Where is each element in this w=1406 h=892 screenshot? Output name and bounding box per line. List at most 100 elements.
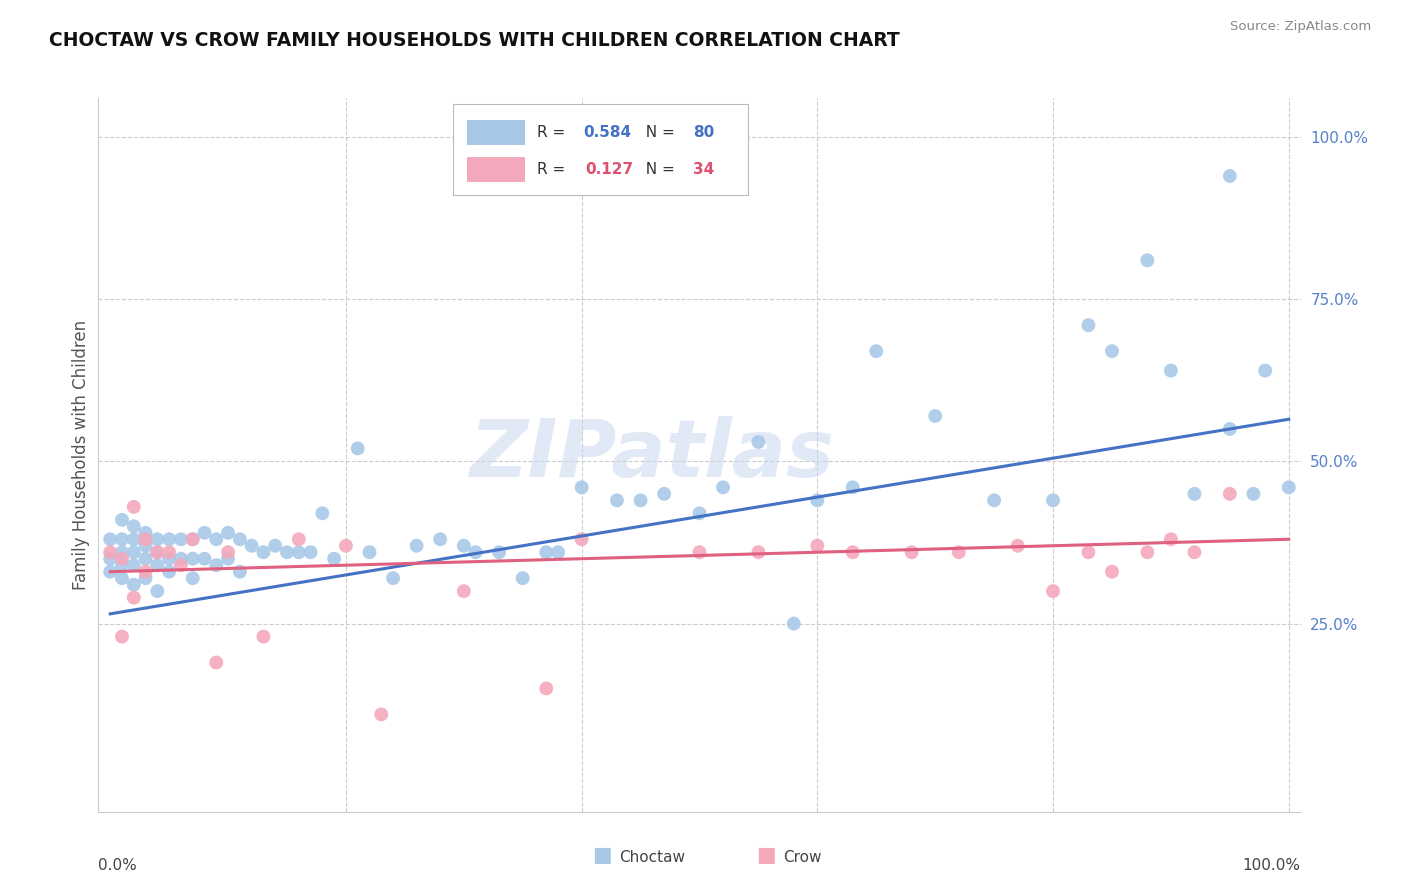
Point xyxy=(135,571,157,585)
Point xyxy=(240,539,263,553)
Point xyxy=(217,525,239,540)
Point xyxy=(181,533,204,547)
Point xyxy=(122,533,145,547)
Text: R =: R = xyxy=(537,125,571,140)
Point xyxy=(453,539,475,553)
Point xyxy=(806,539,828,553)
Point xyxy=(122,558,145,573)
Point xyxy=(1077,318,1099,333)
Point xyxy=(98,545,121,559)
Point xyxy=(689,545,711,559)
Point xyxy=(1219,169,1241,183)
Point xyxy=(157,533,180,547)
Point xyxy=(1241,487,1264,501)
Point xyxy=(1219,487,1241,501)
Point xyxy=(1160,533,1182,547)
Point xyxy=(311,506,333,520)
Point xyxy=(512,571,534,585)
Text: 34: 34 xyxy=(693,162,714,177)
Point xyxy=(335,539,357,553)
Point xyxy=(252,545,274,559)
Point xyxy=(135,539,157,553)
Text: 80: 80 xyxy=(693,125,714,140)
Text: ■: ■ xyxy=(756,846,776,865)
Point xyxy=(135,525,157,540)
Point xyxy=(135,533,157,547)
Point xyxy=(135,551,157,566)
Point xyxy=(571,480,593,494)
Point xyxy=(193,525,215,540)
Point xyxy=(1160,363,1182,377)
Point xyxy=(111,558,134,573)
Point xyxy=(900,545,922,559)
Point xyxy=(1077,545,1099,559)
Point xyxy=(111,545,134,559)
Point xyxy=(783,616,806,631)
Point xyxy=(983,493,1005,508)
Point xyxy=(146,545,169,559)
Point xyxy=(429,533,451,547)
Point xyxy=(205,656,228,670)
Point xyxy=(299,545,322,559)
Point xyxy=(1042,584,1064,599)
Point xyxy=(146,584,169,599)
Point xyxy=(1254,363,1277,377)
Y-axis label: Family Households with Children: Family Households with Children xyxy=(72,320,90,590)
Point xyxy=(217,545,239,559)
Point xyxy=(205,558,228,573)
Point xyxy=(111,630,134,644)
Point xyxy=(111,551,134,566)
Point xyxy=(841,480,863,494)
Text: 100.0%: 100.0% xyxy=(1243,858,1301,873)
Point xyxy=(689,506,711,520)
Point xyxy=(948,545,970,559)
Point xyxy=(170,551,193,566)
Point xyxy=(264,539,287,553)
Point xyxy=(841,545,863,559)
Point xyxy=(157,545,180,559)
Point xyxy=(288,545,311,559)
Point xyxy=(924,409,946,423)
Point xyxy=(122,577,145,591)
Point xyxy=(146,533,169,547)
Point xyxy=(252,630,274,644)
Point xyxy=(536,545,558,559)
Point xyxy=(806,493,828,508)
Text: CHOCTAW VS CROW FAMILY HOUSEHOLDS WITH CHILDREN CORRELATION CHART: CHOCTAW VS CROW FAMILY HOUSEHOLDS WITH C… xyxy=(49,31,900,50)
Text: 0.0%: 0.0% xyxy=(98,858,138,873)
Text: R =: R = xyxy=(537,162,575,177)
Point xyxy=(122,519,145,533)
Point xyxy=(405,539,427,553)
Point xyxy=(146,558,169,573)
Point xyxy=(111,533,134,547)
FancyBboxPatch shape xyxy=(453,103,748,195)
Point xyxy=(1219,422,1241,436)
Text: Crow: Crow xyxy=(783,850,821,865)
Point xyxy=(181,551,204,566)
Point xyxy=(865,344,887,359)
Point xyxy=(488,545,510,559)
Point xyxy=(170,533,193,547)
Point xyxy=(135,565,157,579)
Point xyxy=(359,545,381,559)
Point xyxy=(1136,253,1159,268)
Point xyxy=(111,571,134,585)
Point xyxy=(464,545,486,559)
Point xyxy=(170,558,193,573)
Text: Source: ZipAtlas.com: Source: ZipAtlas.com xyxy=(1230,20,1371,33)
Text: 0.584: 0.584 xyxy=(583,125,631,140)
Point xyxy=(217,551,239,566)
Point xyxy=(1007,539,1029,553)
Point xyxy=(536,681,558,696)
Point xyxy=(122,545,145,559)
Point xyxy=(652,487,675,501)
Point xyxy=(606,493,628,508)
Point xyxy=(193,551,215,566)
Point xyxy=(98,565,121,579)
Point xyxy=(122,500,145,514)
Point xyxy=(547,545,569,559)
Point xyxy=(747,434,769,449)
Point xyxy=(1136,545,1159,559)
Point xyxy=(1278,480,1301,494)
Point xyxy=(98,533,121,547)
